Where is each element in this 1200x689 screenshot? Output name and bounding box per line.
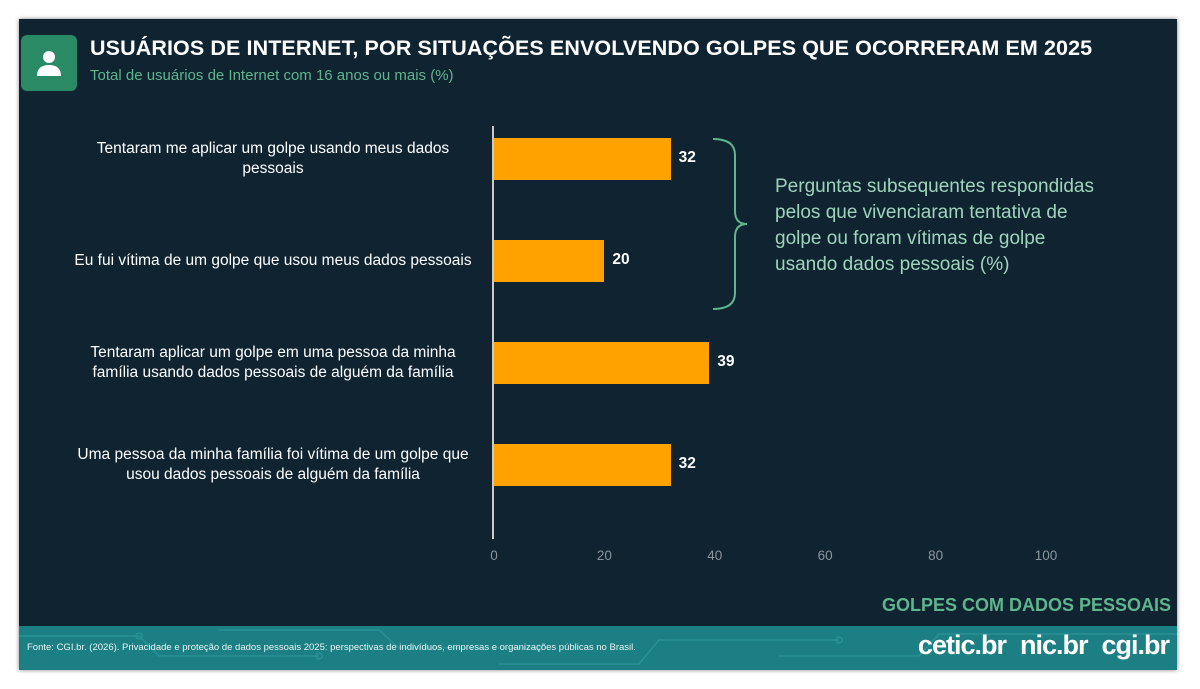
value-label: 32 bbox=[678, 455, 696, 472]
x-tick-label: 20 bbox=[596, 548, 612, 563]
x-tick-label: 80 bbox=[928, 548, 944, 563]
category-label: Tentaram me aplicar um golpe usando meus… bbox=[96, 140, 450, 177]
x-tick-label: 40 bbox=[707, 548, 723, 563]
category-label: Uma pessoa da minha família foi vítima d… bbox=[77, 446, 469, 483]
bar bbox=[494, 444, 671, 486]
section-label: GOLPES COM DADOS PESSOAIS bbox=[881, 595, 1171, 615]
value-label: 20 bbox=[612, 251, 630, 268]
value-label: 32 bbox=[678, 149, 696, 166]
bar bbox=[494, 138, 671, 180]
bar bbox=[494, 342, 710, 384]
footer-bar: Fonte: CGI.br. (2026). Privacidade e pro… bbox=[19, 626, 1177, 670]
page-subtitle: Total de usuários de Internet com 16 ano… bbox=[90, 67, 454, 84]
bar bbox=[494, 240, 605, 282]
category-label: Eu fui vítima de um golpe que usou meus … bbox=[74, 252, 472, 269]
brand-nic: nic.br bbox=[1019, 630, 1089, 660]
slide: USUÁRIOS DE INTERNET, POR SITUAÇÕES ENVO… bbox=[19, 19, 1177, 670]
x-tick-label: 100 bbox=[1034, 548, 1058, 563]
circuit-pattern bbox=[19, 629, 1177, 665]
chart-axis-line bbox=[492, 126, 494, 539]
brand-cgi: cgi.br bbox=[1101, 630, 1170, 660]
x-tick-label: 60 bbox=[817, 548, 833, 563]
x-tick-label: 0 bbox=[490, 548, 498, 563]
brand-cetic: cetic.br bbox=[917, 630, 1007, 660]
user-icon bbox=[37, 51, 61, 76]
page-title: USUÁRIOS DE INTERNET, POR SITUAÇÕES ENVO… bbox=[90, 36, 1093, 60]
brand-logos: cetic.br nic.br cgi.br bbox=[904, 630, 1170, 661]
curly-bracket bbox=[712, 138, 748, 310]
logo-badge bbox=[21, 35, 77, 91]
category-label: Tentaram aplicar um golpe em uma pessoa … bbox=[90, 344, 456, 381]
value-label: 39 bbox=[717, 353, 735, 370]
annotation-text: Perguntas subsequentes respondidas pelos… bbox=[775, 176, 1095, 275]
source-note: Fonte: CGI.br. (2026). Privacidade e pro… bbox=[27, 642, 636, 653]
